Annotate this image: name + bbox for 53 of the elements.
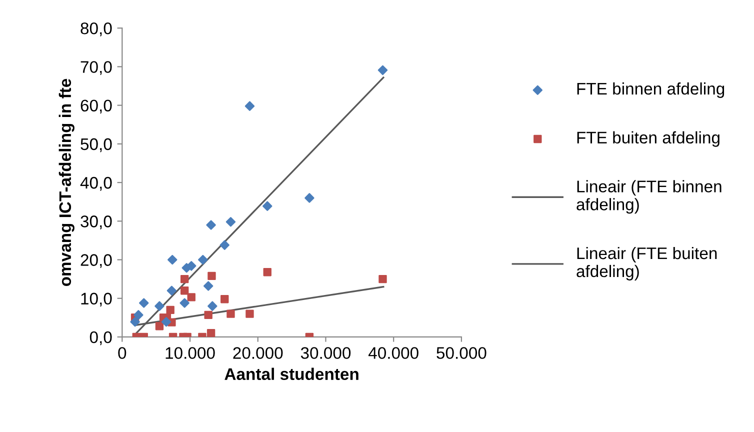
y-tick-label: 0,0 <box>90 331 112 346</box>
point <box>378 65 388 76</box>
point <box>208 272 216 280</box>
point <box>180 298 190 308</box>
y-tick-label: 50,0 <box>80 138 112 152</box>
y-tick-label: 30,0 <box>80 216 112 230</box>
point <box>262 201 272 211</box>
point <box>208 301 218 311</box>
y-tick-label: 10,0 <box>81 292 112 307</box>
legend-label: Lineair (FTE binnen afdeling) <box>576 180 722 214</box>
point <box>206 329 216 337</box>
legend-label: Lineair (FTE buiten afdeling) <box>576 246 717 280</box>
y-tick-label: 70,0 <box>80 61 112 75</box>
point <box>130 317 140 327</box>
point <box>198 254 208 265</box>
point <box>378 274 387 284</box>
point <box>203 281 214 291</box>
point <box>139 298 149 308</box>
x-tick-label: 20.000 <box>233 347 283 359</box>
y-tick-label: 80,0 <box>80 22 112 36</box>
point <box>226 217 236 227</box>
point <box>246 310 254 318</box>
point <box>220 240 230 250</box>
point <box>155 322 164 330</box>
point <box>204 310 212 320</box>
point <box>186 261 196 271</box>
point <box>263 268 272 276</box>
point <box>166 286 177 296</box>
y-tick-label: 40,0 <box>80 176 112 191</box>
point <box>304 193 314 203</box>
point <box>166 306 174 314</box>
legend-label: FTE buiten afdeling <box>577 131 720 147</box>
point <box>187 293 196 302</box>
point <box>134 310 144 320</box>
point <box>161 317 172 327</box>
point <box>220 295 229 304</box>
x-tick-label: 10.000 <box>166 347 215 359</box>
y-tick-label: 60,0 <box>80 100 112 114</box>
point <box>154 301 164 311</box>
y-axis-title: omvang ICT-afdeling in fte <box>58 78 74 286</box>
point <box>226 310 235 318</box>
x-axis-title: Aantal studenten <box>224 368 358 380</box>
point <box>206 220 216 230</box>
point <box>168 254 178 265</box>
legend-label: FTE binnen afdeling <box>577 82 724 98</box>
x-tick-label: 30.000 <box>300 347 351 359</box>
x-tick-label: 0 <box>118 347 126 359</box>
point <box>244 101 255 111</box>
point <box>180 286 189 295</box>
y-tick-label: 20,0 <box>80 254 112 268</box>
point <box>180 274 189 284</box>
x-tick-label: 40.000 <box>368 347 418 359</box>
x-tick-label: 50.000 <box>436 347 486 359</box>
